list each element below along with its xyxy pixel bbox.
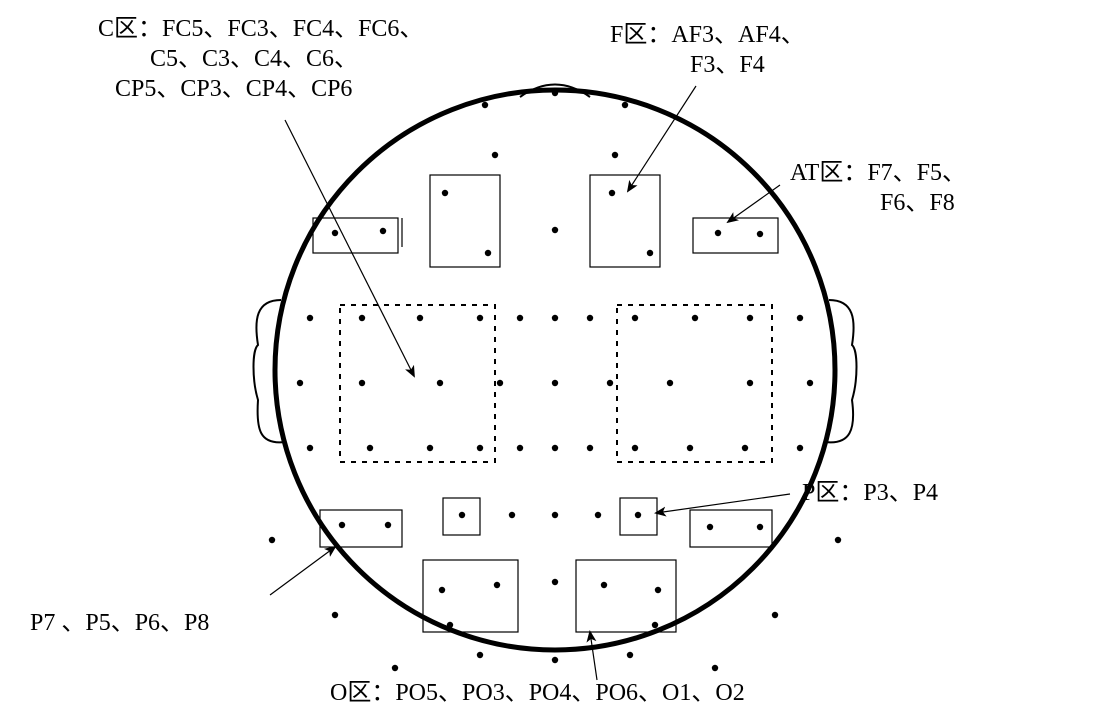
electrode-dot [417, 315, 423, 321]
electrode-dot [601, 582, 607, 588]
electrode-dot [652, 622, 658, 628]
electrode-dot [552, 380, 558, 386]
label-p1: P区：P3、P4 [802, 480, 938, 506]
label-p7: P7 、P5、P6、P8 [30, 610, 209, 636]
electrode-dot [517, 315, 523, 321]
electrode-dot [552, 90, 558, 96]
electrode-dot [797, 315, 803, 321]
leader-at_arrow [728, 185, 780, 222]
electrode-dot [552, 512, 558, 518]
electrode-dot [655, 587, 661, 593]
electrode-dot [339, 522, 345, 528]
electrode-dot [687, 445, 693, 451]
electrode-dot [509, 512, 515, 518]
electrode-dot [552, 657, 558, 663]
electrode-dot [359, 315, 365, 321]
electrode-dot [517, 445, 523, 451]
electrode-dot [635, 512, 641, 518]
electrode-dot [757, 524, 763, 530]
zone-box-at_right [693, 218, 778, 253]
electrode-dot [712, 665, 718, 671]
electrode-dot [627, 652, 633, 658]
electrode-dot [392, 665, 398, 671]
electrode-dot [332, 230, 338, 236]
electrode-dot [442, 190, 448, 196]
head-circle [275, 90, 835, 650]
zone-box-at_left [313, 218, 398, 253]
electrode-dot [427, 445, 433, 451]
zone-box-o_right [576, 560, 676, 632]
electrode-dot [477, 315, 483, 321]
electrode-dot [609, 190, 615, 196]
label-f1: F区：AF3、AF4、 [610, 22, 805, 48]
electrode-dot [307, 315, 313, 321]
electrode-dot [772, 612, 778, 618]
eeg-head-diagram: C区：FC5、FC3、FC4、FC6、 C5、C3、C4、C6、 CP5、CP3、C… [0, 0, 1109, 709]
electrode-dot [747, 380, 753, 386]
leader-p7_arrow [270, 547, 335, 595]
electrode-dot [622, 102, 628, 108]
electrode-dot [647, 250, 653, 256]
electrode-dot [485, 250, 491, 256]
zone-boxes-layer [313, 175, 778, 632]
electrode-dot [297, 380, 303, 386]
electrode-dot [607, 380, 613, 386]
electrode-dot [835, 537, 841, 543]
electrode-dot [477, 652, 483, 658]
electrode-dot [595, 512, 601, 518]
electrode-dot [367, 445, 373, 451]
electrode-dot [807, 380, 813, 386]
label-at1: AT区：F7、F5、 [790, 160, 966, 186]
electrode-dot [447, 622, 453, 628]
electrode-dot [380, 228, 386, 234]
electrode-dot [612, 152, 618, 158]
label-at2: F6、F8 [880, 190, 955, 216]
electrode-dot [437, 380, 443, 386]
leader-o_arrow [590, 632, 597, 680]
leader-lines-layer [270, 86, 790, 680]
electrode-dot [747, 315, 753, 321]
label-c3: CP5、CP3、CP4、CP6 [115, 76, 352, 102]
electrode-dot [632, 445, 638, 451]
electrode-dot [552, 315, 558, 321]
electrode-dot [477, 445, 483, 451]
label-o1: O区：PO5、PO3、PO4、PO6、O1、O2 [330, 680, 745, 706]
electrode-dot [359, 380, 365, 386]
label-c2: C5、C3、C4、C6、 [150, 46, 358, 72]
electrode-dot [482, 102, 488, 108]
label-f2: F3、F4 [690, 52, 765, 78]
label-c1: C区：FC5、FC3、FC4、FC6、 [98, 16, 423, 42]
electrode-dot [667, 380, 673, 386]
electrode-dot [757, 231, 763, 237]
electrode-dot [552, 445, 558, 451]
electrode-dot [497, 380, 503, 386]
electrode-dot [742, 445, 748, 451]
electrode-dot [715, 230, 721, 236]
electrode-dot [692, 315, 698, 321]
electrode-dot [307, 445, 313, 451]
electrode-dot [494, 582, 500, 588]
electrode-dot [492, 152, 498, 158]
electrode-dot [587, 445, 593, 451]
electrode-dot [797, 445, 803, 451]
head-outline-layer [254, 85, 857, 651]
electrode-dot [587, 315, 593, 321]
electrode-dot [439, 587, 445, 593]
electrode-dot [269, 537, 275, 543]
electrode-dot [552, 227, 558, 233]
zone-box-o_left [423, 560, 518, 632]
labels-layer: C区：FC5、FC3、FC4、FC6、 C5、C3、C4、C6、 CP5、CP3、C… [30, 16, 966, 706]
electrode-dot [385, 522, 391, 528]
electrode-dot [632, 315, 638, 321]
electrode-dot [552, 579, 558, 585]
electrode-dot [707, 524, 713, 530]
electrode-dot [332, 612, 338, 618]
electrode-dot [459, 512, 465, 518]
